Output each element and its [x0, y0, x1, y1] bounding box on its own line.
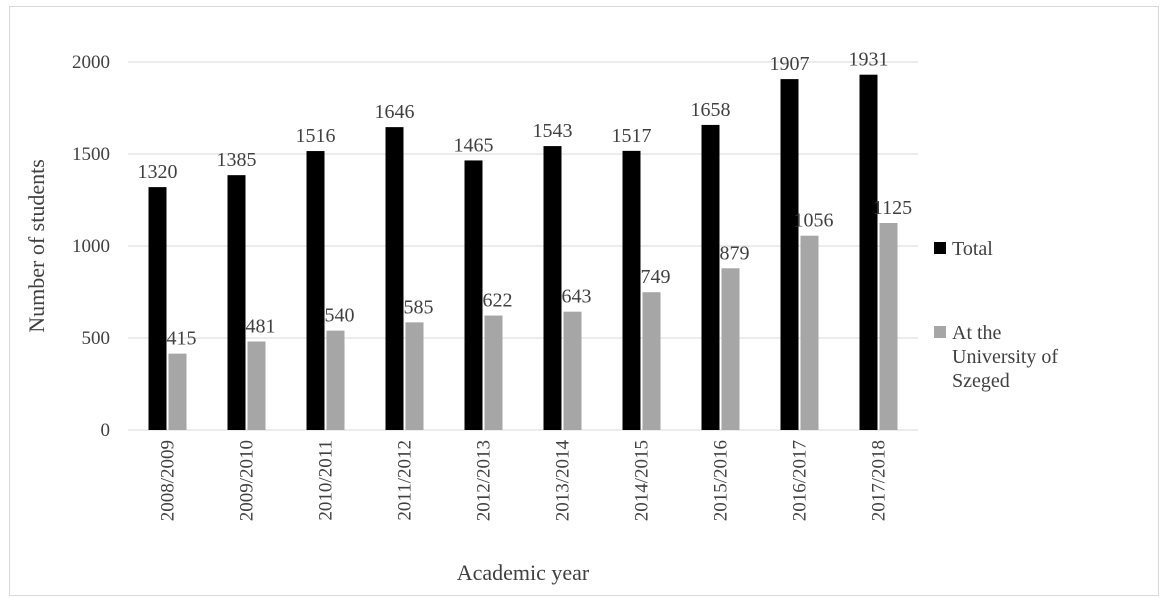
x-tick-label: 2017/2018	[869, 440, 890, 521]
bar	[306, 151, 325, 430]
bar	[168, 353, 187, 430]
gridlines	[128, 61, 918, 431]
chart-frame	[9, 6, 1159, 596]
legend-label: Total	[952, 238, 993, 260]
data-label: 1385	[217, 149, 257, 171]
y-tick-label: 2000	[72, 52, 110, 73]
bar	[484, 315, 503, 430]
x-axis-title: Academic year	[457, 560, 590, 585]
data-label: 585	[404, 296, 434, 318]
bar	[405, 322, 424, 430]
data-label: 1125	[873, 197, 912, 219]
y-axis-title: Number of students	[24, 159, 49, 333]
x-tick-label: 2008/2009	[158, 440, 179, 521]
x-tick-label: 2011/2012	[395, 440, 416, 521]
data-label: 1517	[612, 125, 652, 147]
x-tick-label: 2014/2015	[632, 440, 653, 521]
bar	[622, 150, 641, 430]
bar	[563, 311, 582, 430]
data-label: 1658	[691, 99, 731, 121]
legend-swatch	[934, 326, 946, 338]
bar	[859, 74, 878, 431]
bar	[800, 235, 819, 430]
bar	[543, 146, 562, 430]
x-tick-label: 2015/2016	[711, 440, 732, 521]
legend-swatch	[934, 242, 946, 254]
data-label: 415	[167, 328, 197, 350]
bar	[642, 292, 661, 430]
bar	[464, 160, 483, 430]
bar	[247, 341, 266, 430]
y-tick-label: 500	[82, 328, 111, 349]
data-label: 481	[246, 315, 276, 337]
x-tick-label: 2010/2011	[316, 440, 337, 521]
data-label: 1516	[296, 125, 336, 147]
data-label: 622	[483, 290, 513, 312]
data-label: 1465	[454, 134, 494, 156]
bar	[721, 268, 740, 430]
bar	[227, 175, 246, 430]
data-label: 1320	[138, 161, 178, 183]
data-label: 1907	[770, 53, 810, 75]
bar	[879, 223, 898, 430]
y-tick-label: 0	[101, 420, 111, 441]
legend-label: At the University of Szeged	[952, 322, 1058, 392]
legend: Total At the University of Szeged	[934, 238, 1058, 392]
x-tick-label: 2013/2014	[553, 440, 574, 522]
bar	[148, 187, 167, 430]
x-tick-label: 2009/2010	[237, 440, 258, 521]
bar	[385, 127, 404, 431]
y-tick-label: 1000	[72, 236, 110, 257]
data-label: 643	[562, 286, 592, 308]
data-label: 749	[641, 266, 671, 288]
y-axis-ticks: 0 500 1000 1500 2000	[72, 52, 110, 441]
x-tick-label: 2012/2013	[474, 440, 495, 521]
bar	[780, 79, 799, 430]
bar	[701, 124, 720, 430]
data-label: 1931	[849, 49, 889, 71]
data-label: 879	[720, 242, 750, 264]
x-axis-categories: 2008/2009 2009/2010 2010/2011 2011/2012 2012…	[158, 440, 890, 522]
bars	[148, 74, 898, 431]
y-tick-label: 1500	[72, 144, 110, 165]
x-tick-label: 2016/2017	[790, 440, 811, 521]
data-label: 1543	[533, 120, 573, 142]
bar	[326, 330, 345, 430]
data-labels: 1320 415 1385 481 1516 540 1646 585 1465 622 1543 6…	[138, 49, 913, 350]
data-label: 1056	[794, 210, 834, 232]
data-label: 1646	[375, 101, 415, 123]
data-label: 540	[325, 305, 355, 327]
